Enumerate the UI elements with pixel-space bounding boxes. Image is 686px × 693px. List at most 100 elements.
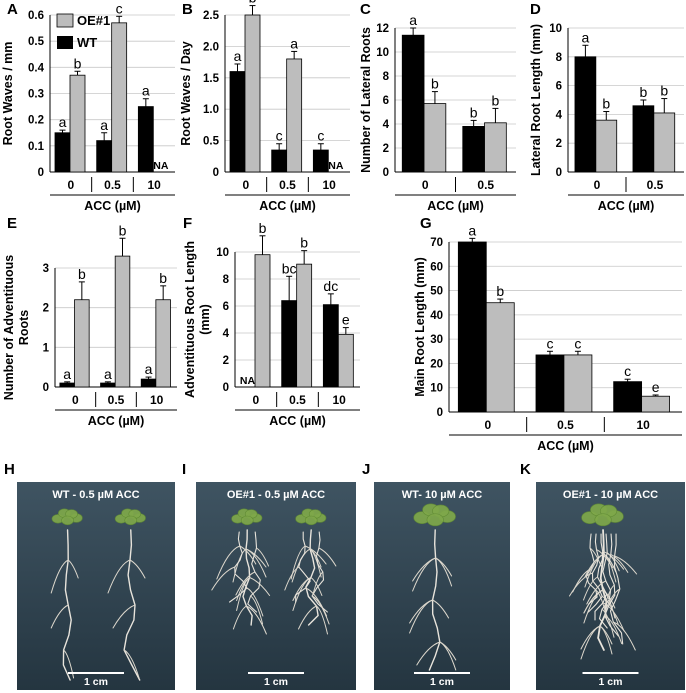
significance-letter: b: [300, 235, 308, 251]
lateral-root: [309, 548, 322, 578]
lateral-root: [318, 547, 337, 567]
chart-B: B 0 0.5 1.0 1.5 2.0 2.5 a b 0 c a 0.5 c NA 10 ACC (µM) Ro…: [179, 0, 350, 213]
panel-letter: G: [420, 215, 432, 232]
significance-letter: b: [119, 222, 127, 238]
x-tick-label: 0.5: [104, 178, 121, 192]
bar-oe1: [484, 122, 507, 173]
significance-letter: b: [259, 220, 267, 236]
bar-wt: [100, 382, 116, 388]
lateral-root: [50, 604, 69, 629]
lateral-root: [580, 625, 601, 660]
significance-letter: a: [234, 48, 242, 64]
y-tick-label: 40: [430, 310, 443, 322]
y-tick-label: 10: [549, 23, 562, 35]
significance-letter: c: [624, 363, 631, 379]
y-axis-title-line: Adventituous Root Length: [183, 241, 197, 398]
bar-wt: [229, 71, 246, 173]
x-tick-label: 0.5: [557, 418, 574, 432]
y-tick-label: 10: [376, 47, 389, 59]
y-axis-title: Number of Lateral Roots: [359, 27, 373, 173]
y-tick-label: 1: [43, 342, 50, 354]
bar-wt: [535, 354, 565, 413]
lateral-root: [246, 587, 264, 617]
bar-wt: [271, 149, 288, 173]
y-tick-label: 4: [383, 119, 390, 131]
x-tick-label: 0: [484, 418, 491, 432]
y-tick-label: 0: [223, 382, 229, 394]
y-tick-label: 2.0: [203, 41, 219, 53]
y-tick-label: 10: [430, 383, 443, 395]
significance-letter: a: [63, 366, 71, 382]
lateral-root: [569, 572, 593, 597]
y-tick-label: 0: [556, 167, 562, 179]
significance-letter: a: [582, 29, 590, 45]
y-tick-label: 0.6: [28, 10, 44, 22]
x-axis-title: ACC (µM): [598, 199, 655, 213]
bar-oe1: [595, 119, 618, 173]
lateral-root: [435, 557, 453, 587]
scale-label: 1 cm: [84, 676, 108, 688]
leaf: [304, 515, 318, 526]
photo-background: [17, 482, 175, 690]
lateral-root: [311, 595, 330, 625]
bar-oe1: [337, 333, 354, 388]
y-tick-label: 8: [383, 71, 390, 83]
x-tick-label: 0: [422, 178, 429, 192]
legend-swatch-wt: [57, 36, 73, 49]
y-tick-label: 6: [556, 81, 562, 93]
y-tick-label: 70: [430, 237, 443, 249]
lateral-root: [602, 602, 625, 632]
y-axis-title-line: Roots: [17, 310, 31, 345]
y-tick-label: 2: [556, 138, 562, 150]
na-label: NA: [153, 160, 169, 172]
significance-letter: e: [342, 312, 350, 328]
y-axis-title: Lateral Root Length (mm): [529, 24, 543, 176]
y-tick-label: 0.3: [28, 89, 44, 101]
y-tick-label: 0: [43, 382, 49, 394]
photo-caption: WT - 0.5 µM ACC: [52, 489, 139, 501]
y-tick-label: 1.0: [203, 104, 219, 116]
lateral-root: [612, 621, 636, 651]
lateral-root: [409, 599, 434, 634]
y-tick-label: 30: [430, 334, 443, 346]
lateral-root: [599, 625, 613, 645]
photo-H: H WT - 0.5 µM ACC 1 cm: [4, 461, 175, 690]
photo-background: [196, 482, 356, 690]
lateral-root: [211, 566, 236, 591]
chart-A: A 0 0.1 0.2 0.3 0.4 0.5 0.6 a b 0 a c 0.5 a NA 10 ACC (µM…: [1, 0, 175, 213]
bar-wt: [613, 381, 643, 413]
photo-caption: WT- 10 µM ACC: [402, 489, 483, 501]
significance-letter: b: [602, 96, 610, 112]
x-tick-label: 0.5: [108, 393, 125, 407]
x-tick-label: 0.5: [647, 178, 664, 192]
y-tick-label: 50: [430, 286, 443, 298]
significance-letter: a: [104, 366, 112, 382]
bar-wt: [96, 140, 113, 173]
y-axis-title: Number of AdventituousRoots: [2, 255, 31, 400]
panel-letter: H: [4, 461, 15, 478]
x-axis-title: ACC (µM): [427, 199, 484, 213]
legend-label-oe: OE#1: [77, 13, 110, 28]
lateral-root: [601, 595, 619, 625]
bar-wt: [59, 382, 75, 388]
lateral-root: [589, 547, 602, 567]
y-tick-label: 6: [383, 95, 389, 107]
y-tick-label: 6: [223, 301, 229, 313]
lateral-root: [304, 545, 327, 565]
significance-letter: b: [431, 76, 439, 92]
significance-letter: b: [640, 84, 648, 100]
x-tick-label: 0: [67, 178, 74, 192]
lateral-root: [412, 557, 437, 582]
y-tick-label: 0.5: [28, 36, 45, 48]
y-tick-label: 8: [223, 274, 230, 286]
bar-wt: [574, 56, 597, 173]
y-tick-label: 0.1: [28, 141, 45, 153]
significance-letter: a: [409, 12, 417, 28]
x-tick-label: 0: [242, 178, 249, 192]
na-label: NA: [328, 160, 344, 172]
y-axis-title: Main Root Length (mm): [413, 257, 427, 397]
x-tick-label: 0: [594, 178, 601, 192]
leaf: [594, 513, 612, 527]
